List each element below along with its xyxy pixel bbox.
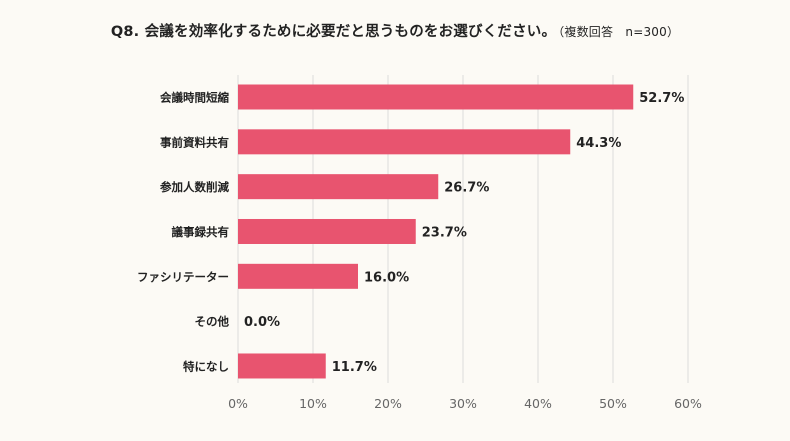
bar <box>238 174 439 200</box>
x-tick-label: 60% <box>674 396 702 411</box>
x-tick-label: 10% <box>299 396 327 411</box>
data-label: 23.7% <box>422 225 467 240</box>
chart-title: Q8. 会議を効率化するために必要だと思うものをお選びください。 （複数回答 n=… <box>0 20 790 41</box>
category-label: 会議時間短縮 <box>159 91 229 105</box>
category-label: 議事録共有 <box>172 225 230 239</box>
bar <box>238 84 634 110</box>
data-label: 44.3% <box>576 136 621 151</box>
bar <box>238 218 416 244</box>
category-label: 参加人数削減 <box>159 180 229 194</box>
data-label: 0.0% <box>244 315 280 330</box>
data-label: 11.7% <box>332 360 377 375</box>
data-label: 16.0% <box>364 270 409 285</box>
category-label: 特になし <box>183 359 229 373</box>
category-label: その他 <box>195 315 230 329</box>
chart-subtitle: （複数回答 n=300） <box>558 25 680 39</box>
category-label: 事前資料共有 <box>160 135 229 149</box>
bar <box>238 263 358 289</box>
x-tick-label: 20% <box>374 396 402 411</box>
bar <box>238 129 571 155</box>
x-tick-label: 40% <box>524 396 552 411</box>
data-label: 26.7% <box>444 181 489 196</box>
bar <box>238 353 326 379</box>
x-tick-label: 30% <box>449 396 477 411</box>
x-tick-label: 50% <box>599 396 627 411</box>
data-label: 52.7% <box>639 91 684 106</box>
category-label: ファシリテーター <box>137 270 229 284</box>
chart-title-main: Q8. 会議を効率化するために必要だと思うものをお選びください。 <box>110 24 557 40</box>
x-tick-label: 0% <box>228 396 248 411</box>
